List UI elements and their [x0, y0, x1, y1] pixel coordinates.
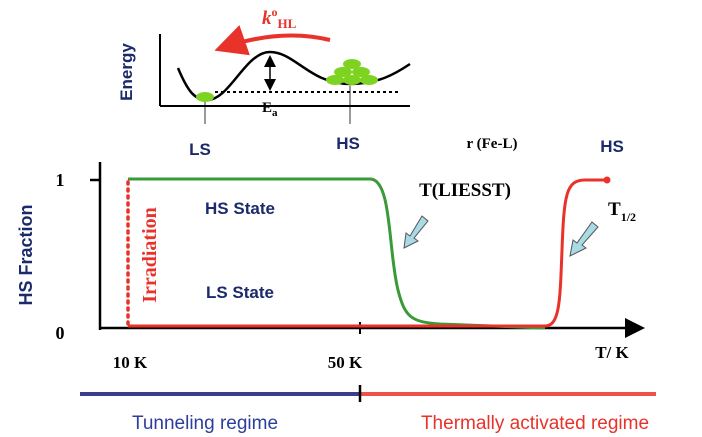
- tunneling-label: Tunneling regime: [132, 413, 278, 434]
- hs-state-label: HS State: [205, 199, 275, 218]
- x-mid-label: 50 K: [328, 353, 363, 372]
- liesst-arrow: [404, 216, 428, 248]
- left-well-label: LS: [189, 140, 211, 159]
- half-label: T1/2: [608, 199, 636, 224]
- thermal-label: Thermally activated regime: [421, 413, 649, 434]
- molecule-cluster: [326, 59, 378, 85]
- half-symbol: T: [608, 199, 621, 220]
- inset-y-label: Energy: [117, 43, 136, 101]
- rate-arrow: [222, 36, 330, 49]
- y-top-label: 1: [56, 170, 65, 190]
- end-dot: [604, 177, 611, 184]
- liesst-label: T(LIESST): [419, 180, 511, 201]
- right-well-label: HS: [336, 134, 360, 153]
- main-plot: 1 0 HS Fraction Irradiation HS State LS …: [16, 162, 640, 372]
- inset-x-label: r (Fe-L): [467, 136, 518, 152]
- y-label: HS Fraction: [16, 204, 36, 305]
- y-bottom-label: 0: [56, 323, 65, 343]
- liesst-curve: [128, 179, 545, 328]
- half-subscript: 1/2: [621, 210, 636, 224]
- irradiation-label: Irradiation: [139, 207, 161, 303]
- inset: Energy Ea koHL: [117, 5, 410, 124]
- molecule: [196, 92, 214, 102]
- barrier-label: Ea: [262, 100, 278, 119]
- half-arrow: [570, 222, 598, 256]
- thermal-curve: [128, 180, 607, 326]
- x-label: T/ K: [595, 343, 629, 362]
- rate-label: koHL: [262, 5, 297, 31]
- rate-symbol: k: [262, 8, 272, 29]
- barrier-subscript: a: [272, 107, 278, 119]
- diagram: Energy Ea koHL LS HS r (Fe-L) HS 1 0 HS …: [0, 0, 702, 437]
- ls-state-label: LS State: [206, 283, 274, 302]
- rate-subscript: HL: [278, 16, 297, 31]
- corner-label: HS: [600, 137, 624, 156]
- barrier-symbol: E: [262, 100, 272, 116]
- x-left-label: 10 K: [113, 353, 148, 372]
